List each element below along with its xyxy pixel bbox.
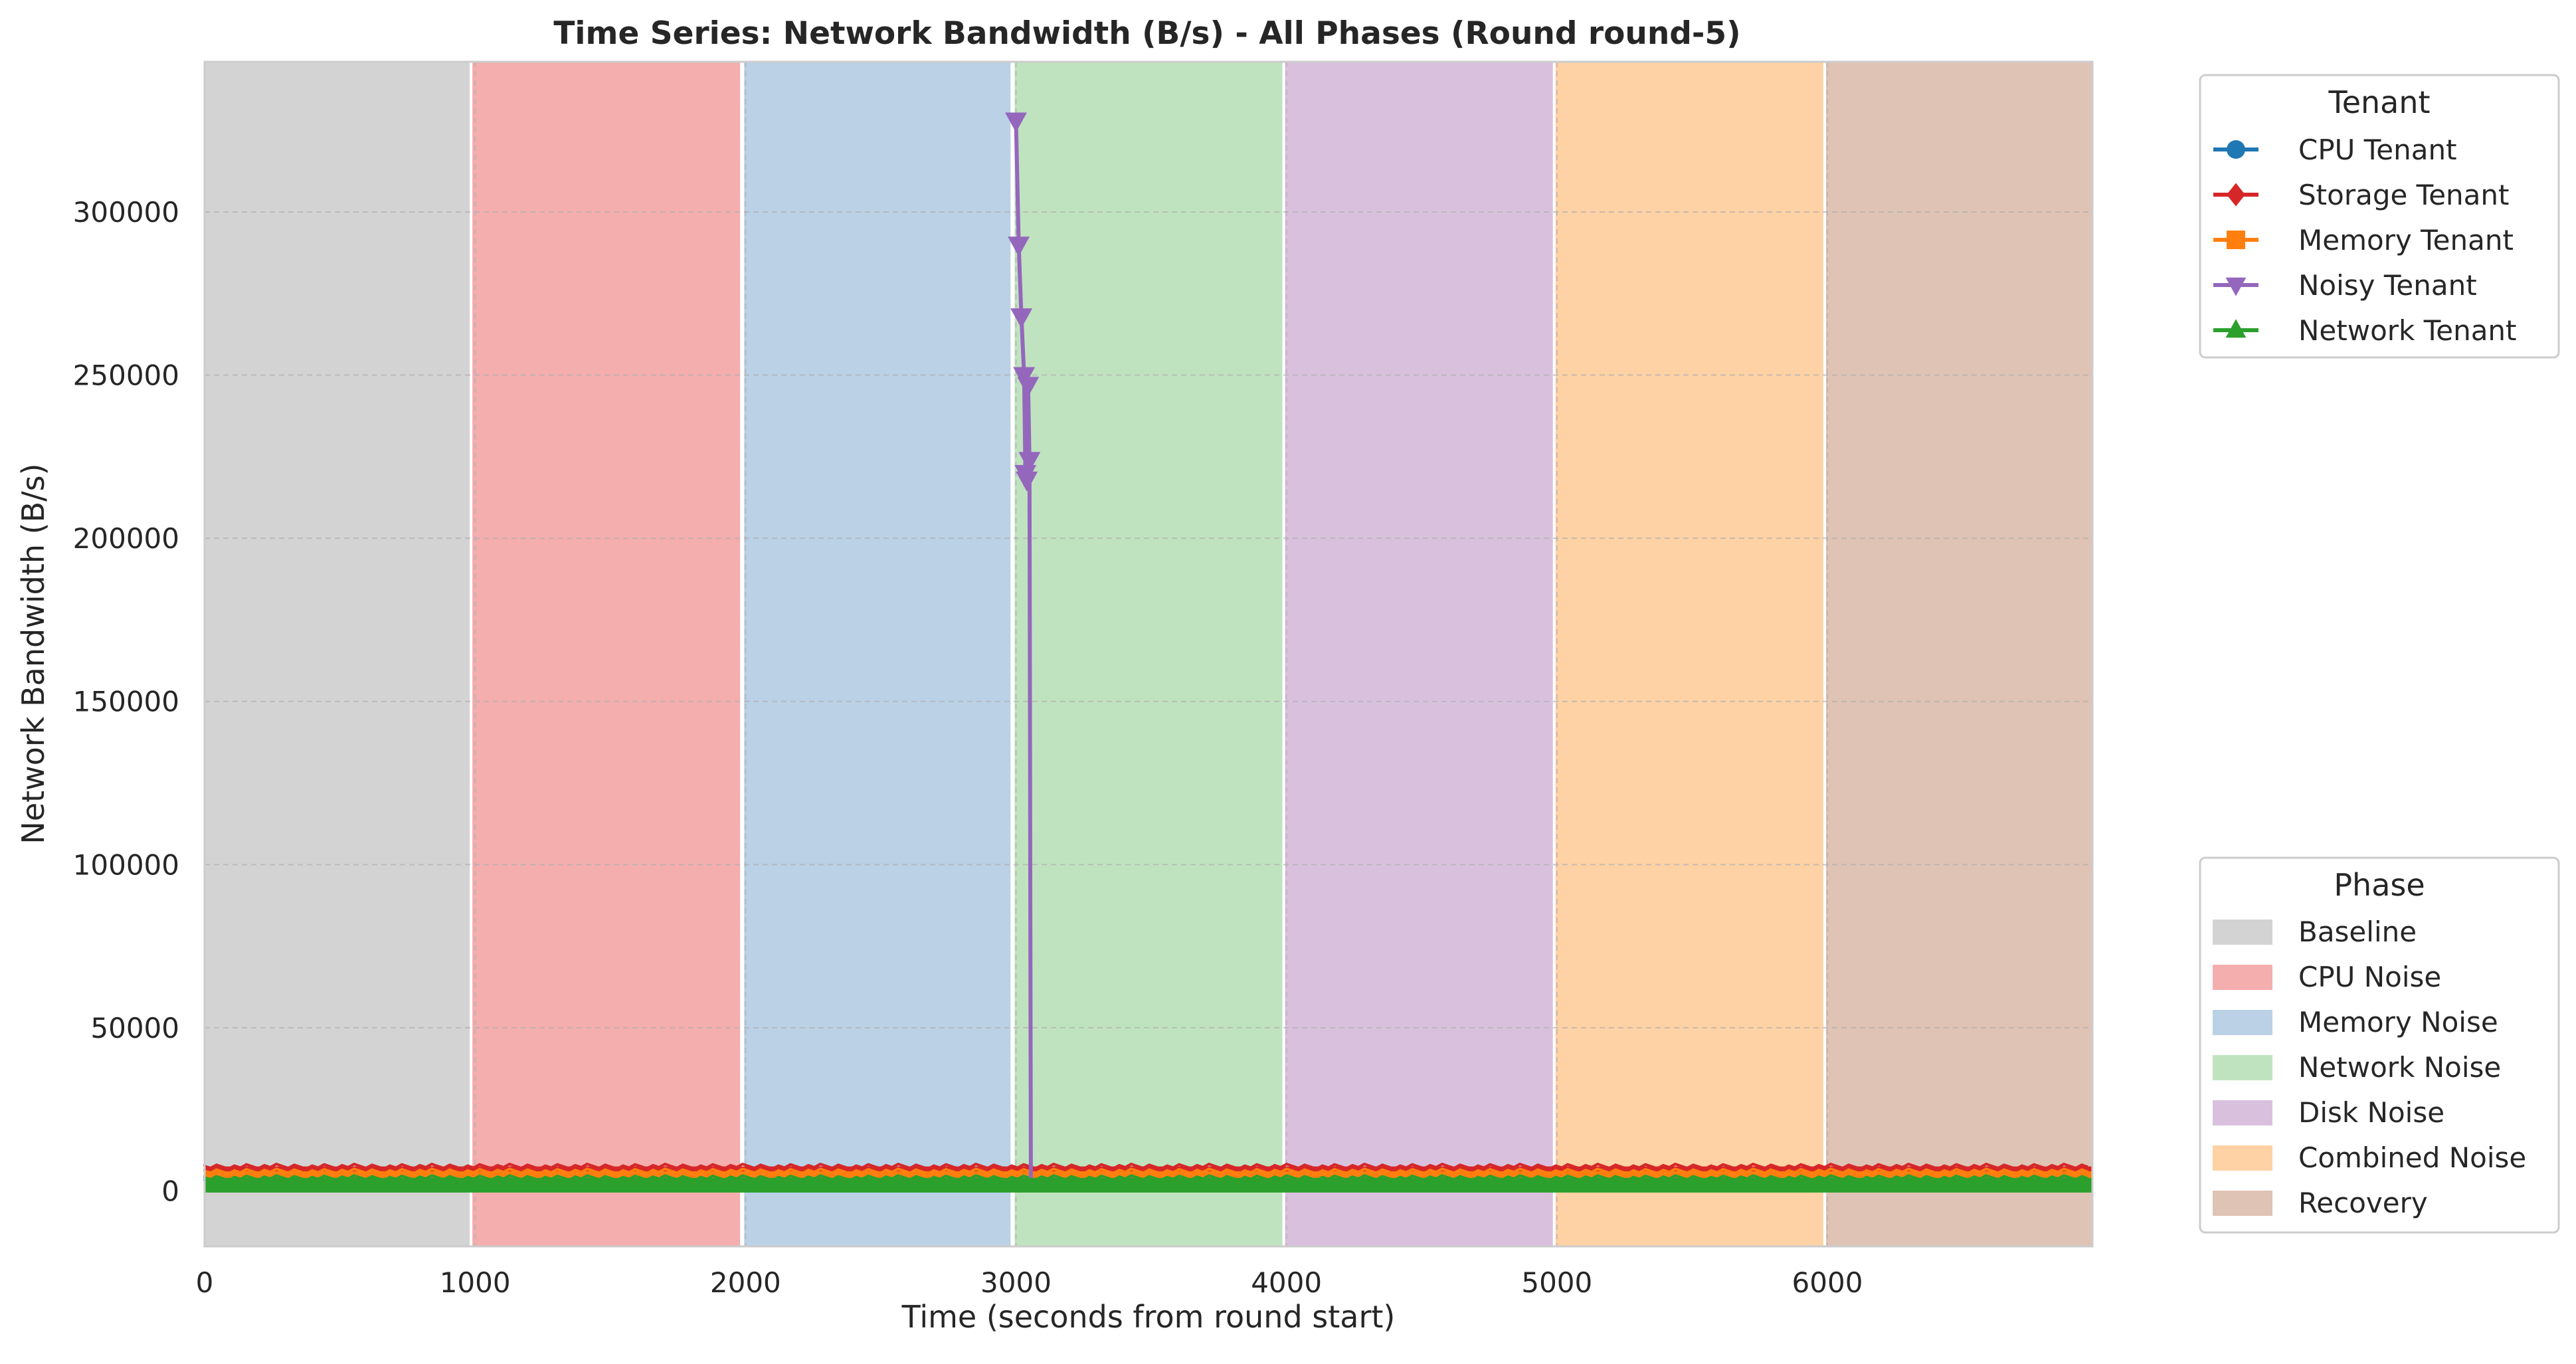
x-tick-label: 1000	[440, 1266, 511, 1299]
x-tick-label: 3000	[980, 1266, 1052, 1299]
legend-entry-storage-tenant: Storage Tenant	[2213, 179, 2509, 211]
legend-entry-network-tenant: Network Tenant	[2213, 314, 2517, 347]
legend-marker-network-tenant	[2225, 319, 2247, 338]
legend-tenant-title: Tenant	[2328, 84, 2430, 120]
y-tick-label: 250000	[73, 359, 179, 392]
series-lines	[203, 112, 2092, 1193]
plot-area	[203, 60, 2094, 1248]
chart-title: Time Series: Network Bandwidth (B/s) - A…	[553, 15, 1740, 52]
legend-marker-cpu-tenant	[2227, 140, 2245, 159]
legend-label-cpu-noise: CPU Noise	[2298, 961, 2441, 993]
legend-entry-noisy-tenant: Noisy Tenant	[2213, 269, 2477, 302]
legend-label-storage-tenant: Storage Tenant	[2298, 179, 2509, 211]
legend-marker-memory-tenant	[2227, 231, 2245, 249]
legend-label-cpu-tenant: CPU Tenant	[2298, 134, 2457, 166]
series-noisy-tenant	[1004, 112, 1041, 1178]
legend-phase-box	[2199, 856, 2560, 1234]
phase-band-disk-noise	[1285, 62, 1553, 1246]
y-axis-ticks: 0 50000 100000 150000 200000 250000 300000	[73, 196, 179, 1208]
legend-entry-combined-noise: Combined Noise	[2213, 1141, 2526, 1174]
phase-band-baseline	[205, 62, 470, 1246]
legend-label-network-noise: Network Noise	[2298, 1051, 2501, 1084]
data-point-noisy-tenant	[1018, 452, 1041, 472]
legend-entry-cpu-tenant: CPU Tenant	[2213, 134, 2457, 166]
y-tick-label: 50000	[90, 1012, 179, 1044]
legend-entry-recovery: Recovery	[2213, 1187, 2428, 1219]
legend-label-network-tenant: Network Tenant	[2298, 314, 2517, 347]
x-tick-label: 2000	[710, 1266, 781, 1299]
legend-entry-memory-noise: Memory Noise	[2213, 1006, 2498, 1038]
y-axis-label: Network Bandwidth (B/s)	[15, 463, 51, 844]
legend-swatch-baseline	[2213, 920, 2272, 945]
legend-swatch-combined-noise	[2213, 1145, 2272, 1171]
x-tick-label: 4000	[1251, 1266, 1322, 1299]
legend-entry-memory-tenant: Memory Tenant	[2213, 224, 2514, 256]
y-tick-label: 150000	[73, 686, 179, 718]
legend-tenant: Tenant CPU Tenant Storage Tenant Memory Te…	[2199, 74, 2560, 359]
series-network-tenant	[203, 1174, 2092, 1193]
legend-marker-storage-tenant	[2227, 183, 2245, 207]
x-tick-label: 0	[196, 1266, 214, 1299]
data-point-noisy-tenant	[1004, 112, 1027, 133]
legend-phase: Phase Baseline CPU Noise Memory Noise Netwo…	[2199, 856, 2560, 1234]
y-tick-label: 100000	[73, 848, 179, 881]
legend-marker-noisy-tenant	[2225, 277, 2247, 296]
legend-entry-network-noise: Network Noise	[2213, 1051, 2501, 1084]
plot-frame	[203, 60, 2094, 1248]
legend-label-recovery: Recovery	[2298, 1187, 2428, 1219]
legend-swatch-network-noise	[2213, 1055, 2272, 1080]
data-point-noisy-tenant	[1017, 377, 1040, 397]
phase-band-combined-noise	[1555, 62, 1823, 1246]
legend-swatch-cpu-noise	[2213, 965, 2272, 990]
legend-label-memory-noise: Memory Noise	[2298, 1006, 2498, 1038]
phase-band-memory-noise	[744, 62, 1011, 1246]
series-edge-network-tenant	[203, 1174, 2088, 1182]
phase-band-network-noise	[1014, 62, 1283, 1246]
legend-swatch-recovery	[2213, 1191, 2272, 1216]
series-edge-memory-tenant	[203, 1167, 2088, 1175]
legend-label-disk-noise: Disk Noise	[2298, 1096, 2444, 1129]
data-point-noisy-tenant	[1016, 471, 1038, 492]
y-tick-label: 300000	[73, 196, 179, 229]
legend-swatch-memory-noise	[2213, 1010, 2272, 1035]
legend-phase-title: Phase	[2334, 867, 2425, 903]
phase-band-recovery	[1825, 62, 2092, 1246]
x-tick-label: 5000	[1521, 1266, 1592, 1299]
y-tick-label: 200000	[73, 522, 179, 555]
legend-label-noisy-tenant: Noisy Tenant	[2298, 269, 2477, 302]
phase-band-cpu-noise	[472, 62, 741, 1246]
x-tick-label: 6000	[1792, 1266, 1863, 1299]
legend-swatch-disk-noise	[2213, 1100, 2272, 1125]
legend-label-combined-noise: Combined Noise	[2298, 1141, 2526, 1174]
legend-entry-cpu-noise: CPU Noise	[2213, 961, 2441, 993]
legend-tenant-box	[2199, 74, 2560, 359]
data-point-noisy-tenant	[1008, 237, 1030, 257]
series-edge-storage-tenant	[203, 1162, 2088, 1171]
legend-label-baseline: Baseline	[2298, 916, 2417, 948]
legend-entry-baseline: Baseline	[2213, 916, 2417, 948]
data-point-noisy-tenant	[1010, 308, 1033, 329]
legend-entry-disk-noise: Disk Noise	[2213, 1096, 2444, 1129]
x-axis-ticks: 0 1000 2000 3000 4000 5000 6000	[196, 1266, 1863, 1299]
x-axis-label: Time (seconds from round start)	[901, 1299, 1396, 1335]
legend-label-memory-tenant: Memory Tenant	[2298, 224, 2514, 256]
legend-tenant-entries: CPU Tenant Storage Tenant Memory Tenant Noi…	[2213, 134, 2517, 347]
phase-backgrounds	[205, 62, 2092, 1246]
series-band-network-tenant	[205, 1177, 2092, 1193]
legend-phase-entries: Baseline CPU Noise Memory Noise Network Noi…	[2213, 916, 2526, 1219]
y-tick-label: 0	[161, 1175, 179, 1207]
